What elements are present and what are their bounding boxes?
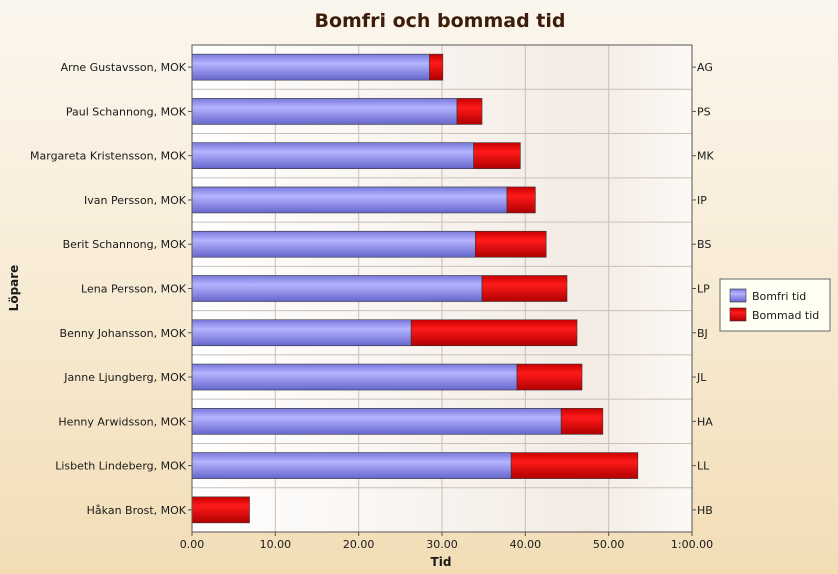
secondary-label: LP (697, 283, 710, 296)
category-label: Paul Schannong, MOK (66, 105, 187, 118)
secondary-label: LL (697, 460, 710, 473)
bar-segment-bommad (429, 53, 444, 81)
x-tick-label: 0.00 (180, 538, 205, 551)
bar-segment-bommad (473, 142, 521, 169)
category-label: Ivan Persson, MOK (84, 194, 187, 207)
bar-segment-bomfri (191, 408, 562, 435)
legend-swatch-bomfri (729, 288, 747, 303)
plot-frame (191, 44, 693, 533)
secondary-label: IP (697, 194, 707, 207)
bar-segment-bommad (516, 363, 583, 391)
secondary-labels: AG PS MK IP BS LP BJ JL HA LL HB (692, 61, 714, 517)
legend: Bomfri tid Bommad tid (719, 278, 831, 332)
secondary-label: AG (697, 61, 713, 74)
x-tick-label: 40.00 (510, 538, 542, 551)
x-tick-label: 20.00 (343, 538, 375, 551)
x-tick-label: 30.00 (426, 538, 458, 551)
x-tick-label: 1:00.00 (671, 538, 713, 551)
bar-segment-bommad (191, 496, 250, 524)
category-label: Berit Schannong, MOK (63, 238, 187, 251)
secondary-label: BJ (697, 327, 708, 340)
bar-segment-bommad (560, 408, 604, 435)
bars (191, 53, 639, 524)
y-axis-title: Löpare (7, 265, 21, 312)
secondary-label: JL (696, 371, 707, 384)
bar-segment-bommad (410, 319, 578, 347)
bar-segment-bomfri (191, 230, 476, 258)
bar-segment-bomfri (191, 452, 512, 479)
bar-segment-bomfri (191, 275, 483, 302)
legend-box (719, 278, 831, 332)
x-tick-label: 50.00 (593, 538, 625, 551)
secondary-label: HA (697, 415, 713, 428)
category-label: Benny Johansson, MOK (60, 327, 187, 340)
bar-segment-bommad (481, 275, 568, 302)
x-tick-label: 10.00 (260, 538, 292, 551)
bar-segment-bomfri (191, 142, 474, 169)
category-label: Lisbeth Lindeberg, MOK (55, 460, 187, 473)
grid-lines (192, 45, 692, 532)
legend-label-bommad: Bommad tid (752, 309, 819, 322)
chart-title: Bomfri och bommad tid (314, 10, 565, 32)
category-labels: Arne Gustavsson, MOK Paul Schannong, MOK M… (30, 61, 192, 517)
bar-segment-bommad (475, 230, 547, 258)
bar-segment-bomfri (191, 98, 458, 125)
x-axis-title: Tid (431, 555, 452, 569)
secondary-label: HB (697, 504, 713, 517)
x-ticks: 0.00 10.00 20.00 30.00 40.00 50.00 1:00.00 (180, 532, 713, 551)
category-label: Håkan Brost, MOK (87, 504, 187, 517)
secondary-label: PS (697, 105, 711, 118)
legend-label-bomfri: Bomfri tid (752, 290, 806, 303)
category-label: Janne Ljungberg, MOK (63, 371, 187, 384)
bar-segment-bomfri (191, 186, 508, 214)
secondary-label: BS (697, 238, 711, 251)
bar-segment-bomfri (191, 363, 518, 391)
bar-segment-bommad (506, 186, 536, 214)
category-label: Lena Persson, MOK (81, 283, 187, 296)
bar-segment-bomfri (191, 319, 412, 347)
legend-swatch-bommad (729, 307, 747, 322)
category-label: Henny Arwidsson, MOK (58, 415, 186, 428)
bar-segment-bommad (510, 452, 639, 479)
category-label: Margareta Kristensson, MOK (30, 150, 187, 163)
secondary-label: MK (697, 150, 714, 163)
bar-segment-bommad (456, 98, 483, 125)
bar-segment-bomfri (191, 53, 430, 81)
category-label: Arne Gustavsson, MOK (61, 61, 187, 74)
